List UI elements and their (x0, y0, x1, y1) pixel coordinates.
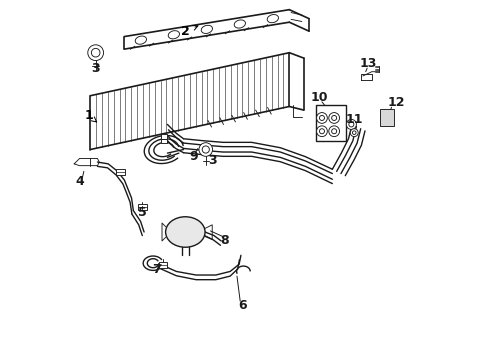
Circle shape (319, 129, 324, 134)
Circle shape (88, 45, 103, 60)
Ellipse shape (135, 36, 146, 44)
Text: 2: 2 (181, 25, 198, 38)
Ellipse shape (168, 31, 179, 39)
Text: 3: 3 (91, 62, 100, 75)
Text: 10: 10 (310, 91, 328, 104)
Circle shape (199, 143, 212, 156)
Bar (138, 204, 146, 210)
Bar (315, 105, 346, 141)
Bar (116, 169, 125, 175)
Bar (161, 134, 166, 139)
Circle shape (319, 116, 324, 121)
Text: 11: 11 (345, 113, 362, 126)
Circle shape (348, 122, 353, 127)
Text: 8: 8 (220, 234, 228, 247)
Ellipse shape (165, 217, 204, 247)
Ellipse shape (234, 20, 245, 28)
Text: 5: 5 (138, 206, 146, 219)
Text: 13: 13 (359, 57, 376, 70)
Circle shape (316, 126, 326, 136)
Bar (159, 262, 167, 267)
Text: 12: 12 (386, 96, 404, 109)
Text: 3: 3 (207, 154, 216, 167)
Circle shape (349, 129, 357, 136)
Ellipse shape (266, 14, 278, 23)
Text: 9: 9 (189, 150, 198, 163)
Circle shape (352, 131, 355, 134)
Bar (161, 139, 166, 143)
Text: 6: 6 (238, 299, 246, 312)
Circle shape (331, 129, 336, 134)
Bar (379, 109, 393, 126)
Circle shape (346, 120, 356, 130)
Circle shape (328, 126, 339, 136)
Text: 4: 4 (76, 175, 84, 188)
Circle shape (331, 116, 336, 121)
Circle shape (316, 113, 326, 123)
Ellipse shape (201, 25, 212, 33)
Text: 1: 1 (84, 109, 97, 122)
Circle shape (91, 48, 100, 57)
Circle shape (202, 146, 209, 153)
Circle shape (328, 113, 339, 123)
Text: 7: 7 (152, 263, 161, 276)
